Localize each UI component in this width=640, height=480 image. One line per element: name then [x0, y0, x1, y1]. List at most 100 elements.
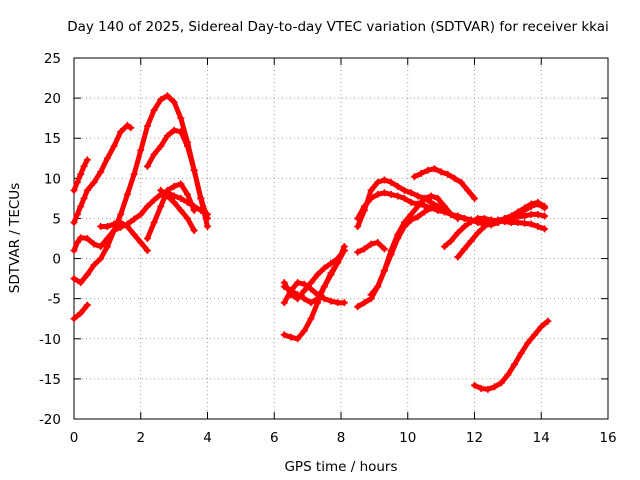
- data-point: [521, 204, 529, 212]
- y-tick-label: 15: [44, 131, 61, 147]
- data-point: [394, 230, 402, 238]
- data-point: [454, 214, 462, 222]
- data-point: [97, 168, 105, 176]
- series-s5: [70, 301, 91, 323]
- data-point: [287, 333, 295, 341]
- data-point: [77, 202, 85, 210]
- series-s7: [143, 126, 211, 230]
- data-point: [280, 283, 288, 291]
- data-point: [334, 299, 342, 307]
- x-tick-label: 0: [70, 430, 79, 446]
- data-point: [400, 194, 408, 202]
- data-point: [387, 178, 395, 186]
- data-point: [420, 208, 428, 216]
- x-tick-label: 8: [337, 430, 346, 446]
- data-point: [190, 166, 198, 174]
- data-point: [73, 210, 81, 218]
- data-point: [177, 114, 185, 122]
- data-point: [90, 240, 98, 248]
- data-point: [90, 178, 98, 186]
- data-point: [447, 237, 455, 245]
- data-point: [320, 264, 328, 272]
- series-s9: [157, 186, 198, 234]
- data-point: [434, 194, 442, 202]
- data-point: [163, 92, 171, 100]
- data-point: [354, 303, 362, 311]
- data-point: [460, 214, 468, 222]
- data-point: [143, 235, 151, 242]
- series-s1: [70, 156, 91, 194]
- y-tick-label: -10: [39, 332, 61, 348]
- data-point: [197, 194, 205, 202]
- data-point: [481, 222, 489, 230]
- series-s2: [70, 121, 135, 226]
- data-point: [80, 162, 88, 170]
- data-point: [127, 124, 135, 132]
- data-point: [150, 150, 158, 158]
- data-point: [504, 371, 512, 379]
- data-point: [517, 349, 525, 357]
- data-point: [444, 170, 452, 178]
- data-point: [454, 229, 462, 237]
- data-point: [420, 194, 428, 202]
- series-s16: [354, 239, 388, 256]
- data-point: [97, 222, 105, 230]
- data-point: [137, 210, 145, 218]
- series-s6: [97, 218, 151, 255]
- data-point: [360, 299, 368, 307]
- data-point: [77, 170, 85, 178]
- data-point: [414, 192, 422, 200]
- data-point: [494, 216, 502, 224]
- data-point: [280, 299, 288, 307]
- data-point: [70, 186, 78, 194]
- data-point: [70, 275, 78, 283]
- series-line: [281, 248, 347, 302]
- data-point: [117, 218, 125, 226]
- data-point: [380, 189, 388, 197]
- data-point: [521, 219, 529, 227]
- data-point: [440, 202, 448, 210]
- data-point: [534, 210, 542, 218]
- data-point: [354, 222, 362, 230]
- data-point: [300, 295, 308, 303]
- data-point: [177, 128, 185, 136]
- data-point: [143, 162, 151, 170]
- data-point: [417, 170, 425, 178]
- data-point: [457, 178, 465, 186]
- data-point: [334, 259, 342, 267]
- data-point: [73, 239, 81, 247]
- data-point: [534, 222, 542, 230]
- series-s8: [143, 180, 198, 242]
- data-point: [170, 182, 178, 190]
- data-point: [307, 299, 315, 307]
- data-point: [354, 248, 362, 256]
- data-point: [380, 267, 388, 275]
- data-point: [157, 96, 165, 104]
- data-point: [300, 287, 308, 295]
- data-point: [294, 279, 302, 287]
- y-tick-label: -15: [39, 372, 61, 388]
- data-point: [491, 383, 499, 391]
- data-point: [437, 168, 445, 176]
- data-point: [527, 210, 535, 218]
- data-point: [400, 218, 408, 226]
- data-point: [407, 189, 415, 197]
- data-point: [143, 122, 151, 130]
- data-point: [294, 335, 302, 343]
- data-point: [130, 215, 138, 223]
- data-point: [514, 213, 522, 221]
- data-point: [474, 229, 482, 237]
- data-point: [204, 222, 211, 230]
- data-point: [123, 190, 131, 198]
- data-point: [367, 240, 375, 248]
- data-point: [487, 218, 495, 226]
- data-point: [130, 230, 138, 238]
- y-tick-label: 25: [44, 51, 61, 67]
- data-point: [477, 385, 485, 393]
- data-point: [484, 385, 492, 393]
- data-point: [137, 146, 145, 154]
- data-point: [294, 291, 302, 299]
- y-tick-label: 10: [44, 171, 61, 187]
- series-s21: [454, 210, 549, 261]
